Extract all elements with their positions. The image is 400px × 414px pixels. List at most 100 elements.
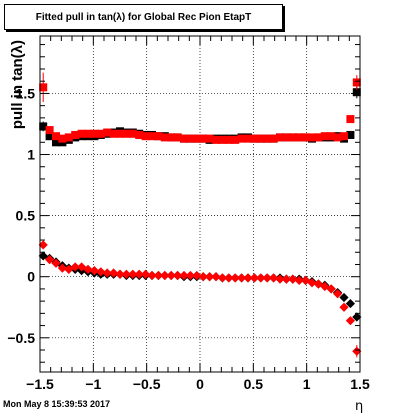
data-point-diamond [89,265,99,276]
x-tick-label: −0.5 [133,376,161,392]
data-point-square [352,88,361,97]
data-point-square [263,134,272,143]
data-point-square [269,134,278,143]
data-point-square [237,134,246,143]
y-tick-label: 0.5 [16,208,36,224]
data-point-diamond [249,273,259,283]
data-point-square [256,134,265,143]
x-tick-label: −1.5 [26,376,54,392]
data-point-square [52,138,60,147]
data-point-diamond [217,273,227,283]
data-point-diamond [313,279,323,289]
data-point-diamond [211,272,221,282]
data-point-square [346,115,355,124]
data-point-square [186,134,195,143]
data-point-square [308,133,316,142]
data-point-diamond [70,262,80,272]
data-point-diamond [38,240,48,250]
data-point-diamond [192,270,202,281]
data-point-diamond [345,298,355,309]
data-point-square [320,132,329,141]
data-point-diamond [230,273,240,283]
data-point-square [45,126,54,135]
data-point-diamond [173,270,183,281]
data-point-square [295,133,304,142]
data-point-square [103,128,112,137]
data-point-diamond [38,251,48,261]
data-point-square [39,83,48,92]
data-point-square [346,130,355,139]
data-point-diamond [179,270,189,281]
data-point-square [116,129,124,138]
series-diamond-ff0000 [38,240,362,358]
data-point-square [58,134,67,143]
data-point-square [141,132,150,141]
data-point-square [90,129,99,138]
data-point-diamond [121,269,131,279]
data-point-diamond [51,258,61,268]
data-point-diamond [64,264,74,274]
data-point-square [160,133,169,142]
data-point-square [64,133,73,142]
data-point-diamond [109,268,119,278]
x-tick-label: 1 [303,376,311,392]
x-axis-title: η [355,399,363,414]
data-point-diamond [339,302,349,312]
data-point-diamond [134,269,144,279]
data-point-square [224,135,233,144]
y-tick-label: 0 [27,269,35,285]
data-point-diamond [115,269,125,279]
data-point-square [276,133,284,142]
data-series [38,72,362,358]
axes: −1.5 −1 −0.5 0 0.5 1 1.5 −0.5 0 0.5 1 1.5 [7,36,370,392]
data-point-square [96,129,105,138]
x-tick-label: −1 [85,376,101,392]
data-point-diamond [160,270,170,281]
data-point-square [128,129,137,138]
y-tick-label: 1 [27,147,35,163]
data-point-diamond [205,272,215,282]
chart-title-box: Fitted pull in tan(λ) for Global Rec Pio… [4,4,283,30]
data-point-square [333,133,342,142]
data-point-diamond [281,274,291,284]
data-point-diamond [166,270,176,281]
data-point-diamond [147,270,157,281]
data-point-square [84,129,92,138]
data-point-square [71,130,80,139]
data-point-square [205,134,214,143]
data-point-diamond [243,273,253,283]
data-point-diamond [224,273,234,283]
y-axis-title: pull in tan(λ) [9,40,26,129]
data-point-square [244,134,252,143]
data-point-diamond [345,316,355,326]
data-point-diamond [301,275,311,285]
data-point-diamond [198,272,208,282]
data-point-square [148,132,156,141]
data-point-diamond [339,292,349,303]
data-point-diamond [294,275,304,285]
x-tick-label: 0 [196,376,204,392]
data-point-square [154,132,163,141]
data-point-square [167,133,176,142]
timestamp: Mon May 8 15:39:53 2017 [3,399,111,409]
data-point-diamond [153,270,163,281]
data-point-square [212,135,220,144]
y-tick-label: 1.5 [16,85,36,101]
data-point-square [352,78,361,87]
data-point-diamond [256,273,266,283]
data-point-diamond [320,281,330,292]
data-point-square [288,133,297,142]
y-tick-label: −0.5 [7,330,35,346]
data-point-square [301,133,310,142]
data-point-square [52,132,60,141]
data-point-diamond [288,274,298,284]
x-tick-label: 0.5 [244,376,264,392]
data-point-diamond [275,274,285,284]
data-point-diamond [262,273,272,283]
data-point-diamond [307,278,317,288]
data-point-square [340,132,348,141]
data-point-square [231,135,240,144]
data-point-diamond [269,273,279,283]
data-point-diamond [45,254,55,265]
